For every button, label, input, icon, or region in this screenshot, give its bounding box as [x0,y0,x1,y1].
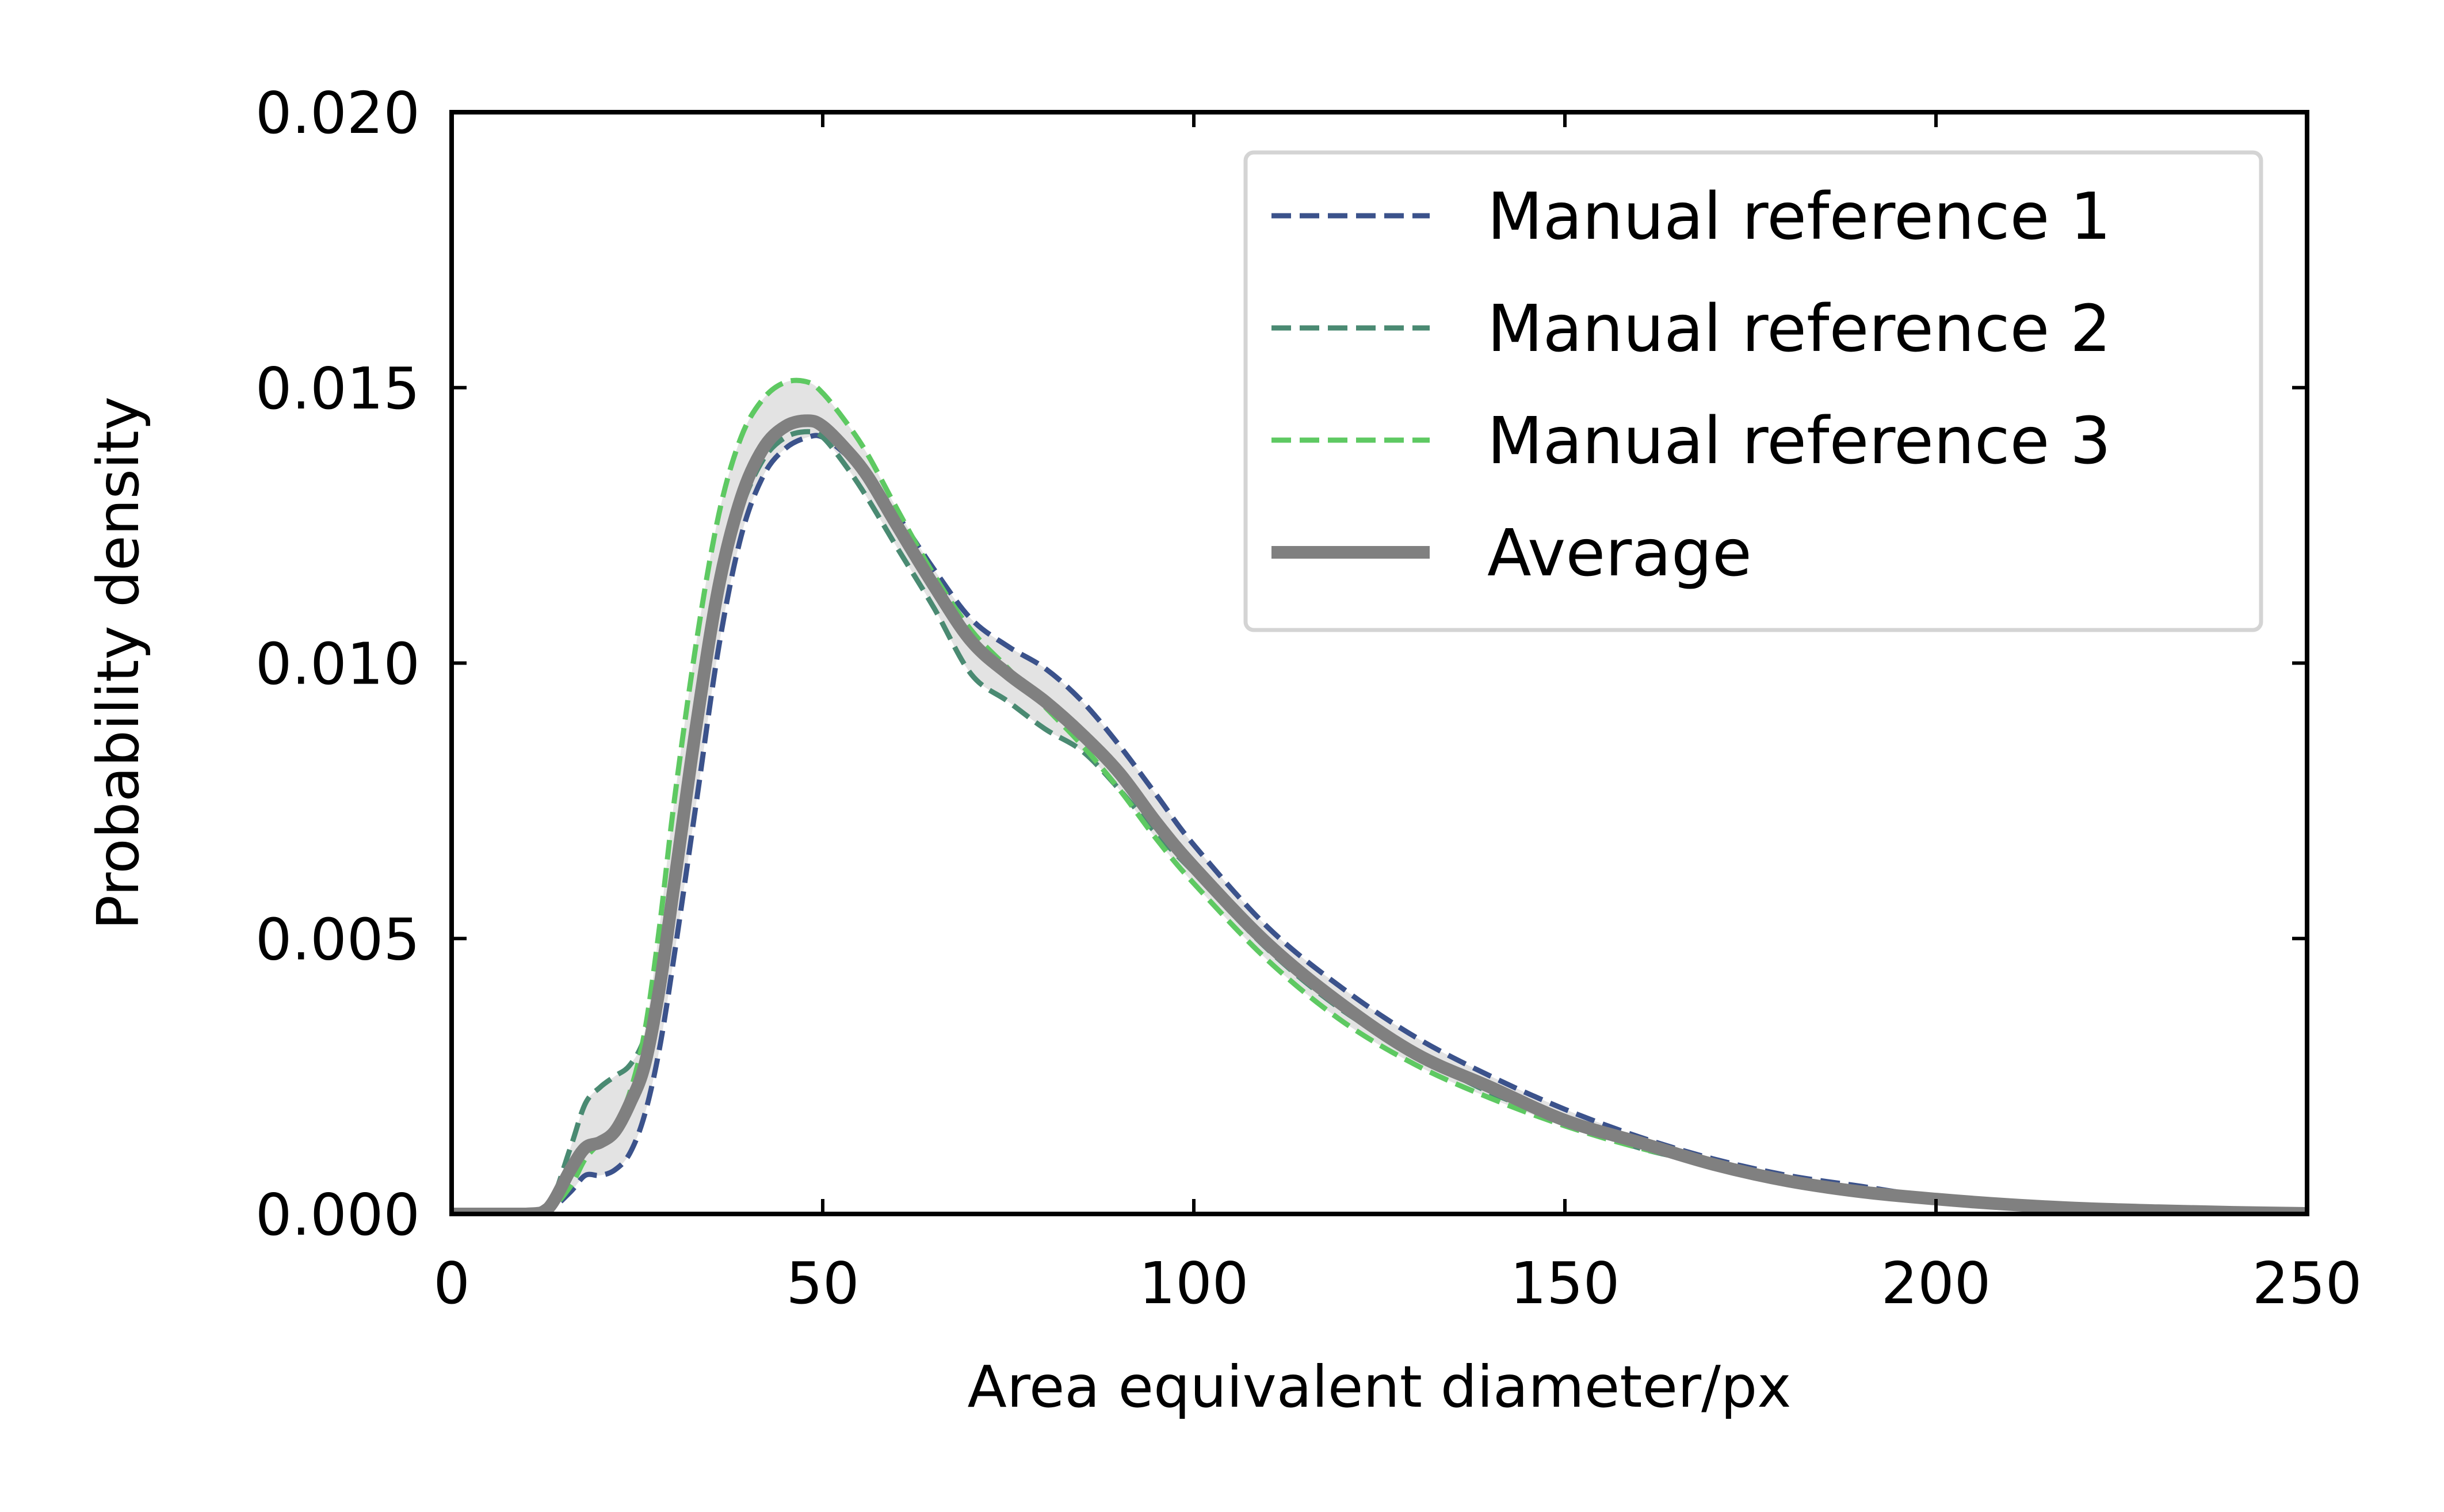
legend-label-manual-reference-3: Manual reference 3 [1487,404,2111,479]
y-tick-label: 0.005 [255,906,420,973]
series-line-average [452,414,2307,1214]
series-group [452,377,2307,1214]
axis-ticks: 0 50 100 150 200 250 0.000 0.005 0.010 0.015 0.020 [255,79,2362,1317]
x-tick-label: 0 [433,1250,470,1317]
plot-frame [449,110,2309,1216]
y-tick-label: 0.015 [255,355,420,422]
x-tick-label: 250 [2252,1250,2362,1317]
x-tick-label: 100 [1139,1250,1249,1317]
legend-label-manual-reference-1: Manual reference 1 [1487,180,2111,254]
y-axis-label: Probability density [85,396,152,930]
y-tick-label: 0.010 [255,631,420,698]
series-line-manual-reference-1 [452,433,2307,1214]
legend-box [1243,150,2263,632]
x-tick-label: 200 [1881,1250,1991,1317]
plot-area [452,377,2307,1214]
legend-label-manual-reference-2: Manual reference 2 [1487,292,2111,366]
y-tick-label: 0.020 [255,79,420,147]
x-axis-label: Area equivalent diameter/px [968,1353,1792,1421]
legend-label-average: Average [1487,516,1752,591]
legend: Manual reference 1 Manual reference 2 Ma… [1243,150,2263,632]
x-tick-label: 50 [786,1250,859,1317]
y-tick-label: 0.000 [255,1181,420,1248]
x-tick-label: 150 [1510,1250,1620,1317]
